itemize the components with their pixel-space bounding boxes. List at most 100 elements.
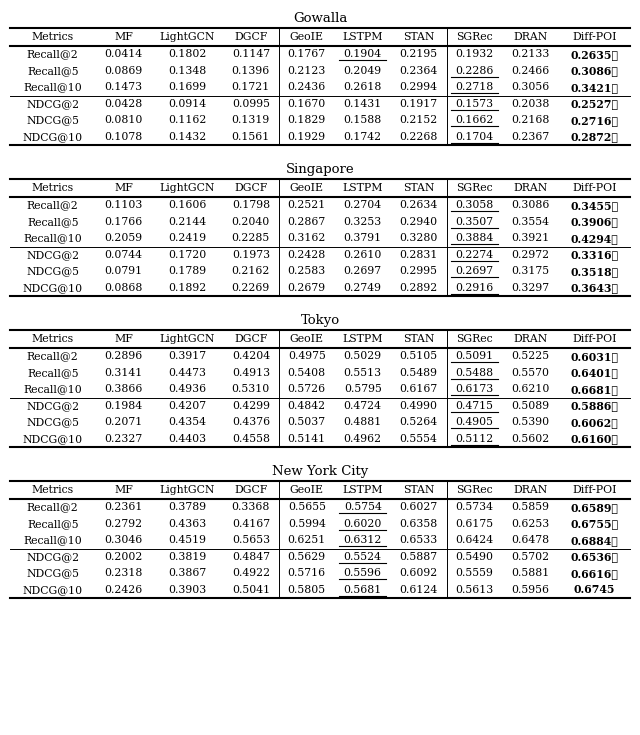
Text: 0.3253: 0.3253 <box>344 217 382 227</box>
Text: 0.5629: 0.5629 <box>288 552 326 562</box>
Text: 0.4724: 0.4724 <box>344 401 381 411</box>
Text: 0.4403: 0.4403 <box>168 434 206 444</box>
Text: 0.5029: 0.5029 <box>344 351 382 362</box>
Text: 0.1904: 0.1904 <box>344 49 382 60</box>
Text: 0.5089: 0.5089 <box>511 401 550 411</box>
Text: 0.5513: 0.5513 <box>344 368 382 378</box>
Text: 0.5264: 0.5264 <box>399 417 438 427</box>
Text: 0.1162: 0.1162 <box>168 115 206 125</box>
Text: 0.1432: 0.1432 <box>168 132 206 142</box>
Text: Singapore: Singapore <box>285 162 355 176</box>
Text: 0.6478: 0.6478 <box>511 535 550 545</box>
Text: 0.5956: 0.5956 <box>511 585 550 595</box>
Text: 0.1802: 0.1802 <box>168 49 206 60</box>
Text: 0.2867: 0.2867 <box>287 217 326 227</box>
Text: 0.5225: 0.5225 <box>511 351 550 362</box>
Text: 0.4519: 0.4519 <box>168 535 206 545</box>
Text: 0.5805: 0.5805 <box>288 585 326 595</box>
Text: STAN: STAN <box>403 32 435 42</box>
Text: 0.3903: 0.3903 <box>168 585 206 595</box>
Text: 0.5141: 0.5141 <box>288 434 326 444</box>
Text: MF: MF <box>114 334 133 344</box>
Text: Diff-POI: Diff-POI <box>572 485 616 495</box>
Text: 0.1147: 0.1147 <box>232 49 270 60</box>
Text: 0.1588: 0.1588 <box>344 115 382 125</box>
Text: Recall@10: Recall@10 <box>23 535 82 545</box>
Text: NDCG@10: NDCG@10 <box>22 585 83 595</box>
Text: 0.4847: 0.4847 <box>232 552 270 562</box>
Text: 0.5653: 0.5653 <box>232 535 270 545</box>
Text: Recall@2: Recall@2 <box>27 49 79 60</box>
Text: 0.3056: 0.3056 <box>511 82 550 93</box>
Text: 0.3906★: 0.3906★ <box>570 216 618 227</box>
Text: 0.1929: 0.1929 <box>288 132 326 142</box>
Text: 0.6160★: 0.6160★ <box>570 434 618 445</box>
Text: 0.3643★: 0.3643★ <box>570 282 618 293</box>
Text: 0.2872★: 0.2872★ <box>570 132 618 143</box>
Text: 0.3455★: 0.3455★ <box>570 200 618 211</box>
Text: 0.2994: 0.2994 <box>399 82 438 93</box>
Text: 0.2583: 0.2583 <box>287 266 326 276</box>
Text: 0.2940: 0.2940 <box>399 217 438 227</box>
Text: 0.5887: 0.5887 <box>399 552 438 562</box>
Text: 0.1699: 0.1699 <box>168 82 206 93</box>
Text: 0.2916: 0.2916 <box>456 283 493 293</box>
Text: LightGCN: LightGCN <box>159 334 215 344</box>
Text: 0.6175: 0.6175 <box>456 519 493 529</box>
Text: 0.2716★: 0.2716★ <box>570 115 618 126</box>
Text: SGRec: SGRec <box>456 32 493 42</box>
Text: DGCF: DGCF <box>234 32 268 42</box>
Text: 0.6251: 0.6251 <box>287 535 326 545</box>
Text: NDCG@10: NDCG@10 <box>22 283 83 293</box>
Text: LSTPM: LSTPM <box>342 485 383 495</box>
Text: Recall@5: Recall@5 <box>27 368 79 378</box>
Text: 0.6020: 0.6020 <box>344 519 382 529</box>
Text: NDCG@5: NDCG@5 <box>26 266 79 276</box>
Text: 0.2972: 0.2972 <box>511 250 550 259</box>
Text: 0.1720: 0.1720 <box>168 250 206 259</box>
Text: 0.2634: 0.2634 <box>399 200 438 210</box>
Text: 0.4473: 0.4473 <box>168 368 206 378</box>
Text: 0.2059: 0.2059 <box>104 233 143 243</box>
Text: 0.5859: 0.5859 <box>511 502 550 512</box>
Text: SGRec: SGRec <box>456 334 493 344</box>
Text: 0.1573: 0.1573 <box>456 98 493 109</box>
Text: 0.4354: 0.4354 <box>168 417 206 427</box>
Text: 0.5091: 0.5091 <box>456 351 493 362</box>
Text: 0.1431: 0.1431 <box>344 98 382 109</box>
Text: 0.4881: 0.4881 <box>344 417 382 427</box>
Text: 0.5655: 0.5655 <box>288 502 326 512</box>
Text: 0.5994: 0.5994 <box>288 519 326 529</box>
Text: 0.2123: 0.2123 <box>287 65 326 76</box>
Text: 0.3162: 0.3162 <box>287 233 326 243</box>
Text: 0.3421★: 0.3421★ <box>570 82 618 93</box>
Text: 0.2419: 0.2419 <box>168 233 206 243</box>
Text: Gowalla: Gowalla <box>293 12 347 24</box>
Text: 0.3280: 0.3280 <box>399 233 438 243</box>
Text: 0.4167: 0.4167 <box>232 519 270 529</box>
Text: 0.4204: 0.4204 <box>232 351 270 362</box>
Text: 0.5524: 0.5524 <box>344 552 381 562</box>
Text: Recall@2: Recall@2 <box>27 351 79 362</box>
Text: NDCG@5: NDCG@5 <box>26 417 79 427</box>
Text: 0.1984: 0.1984 <box>104 401 143 411</box>
Text: 0.3867: 0.3867 <box>168 568 206 578</box>
Text: 0.1606: 0.1606 <box>168 200 206 210</box>
Text: 0.0914: 0.0914 <box>168 98 206 109</box>
Text: 0.2162: 0.2162 <box>232 266 270 276</box>
Text: 0.6173: 0.6173 <box>456 384 493 394</box>
Text: 0.1396: 0.1396 <box>232 65 270 76</box>
Text: 0.2527★: 0.2527★ <box>570 98 618 110</box>
Text: 0.3819: 0.3819 <box>168 552 206 562</box>
Text: 0.2049: 0.2049 <box>344 65 382 76</box>
Text: 0.4913: 0.4913 <box>232 368 270 378</box>
Text: 0.1704: 0.1704 <box>456 132 493 142</box>
Text: 0.2274: 0.2274 <box>456 250 493 259</box>
Text: 0.2002: 0.2002 <box>104 552 143 562</box>
Text: 0.3046: 0.3046 <box>104 535 143 545</box>
Text: 0.1932: 0.1932 <box>456 49 493 60</box>
Text: 0.1670: 0.1670 <box>287 98 326 109</box>
Text: 0.2697: 0.2697 <box>344 266 382 276</box>
Text: NDCG@2: NDCG@2 <box>26 98 79 109</box>
Text: SGRec: SGRec <box>456 183 493 193</box>
